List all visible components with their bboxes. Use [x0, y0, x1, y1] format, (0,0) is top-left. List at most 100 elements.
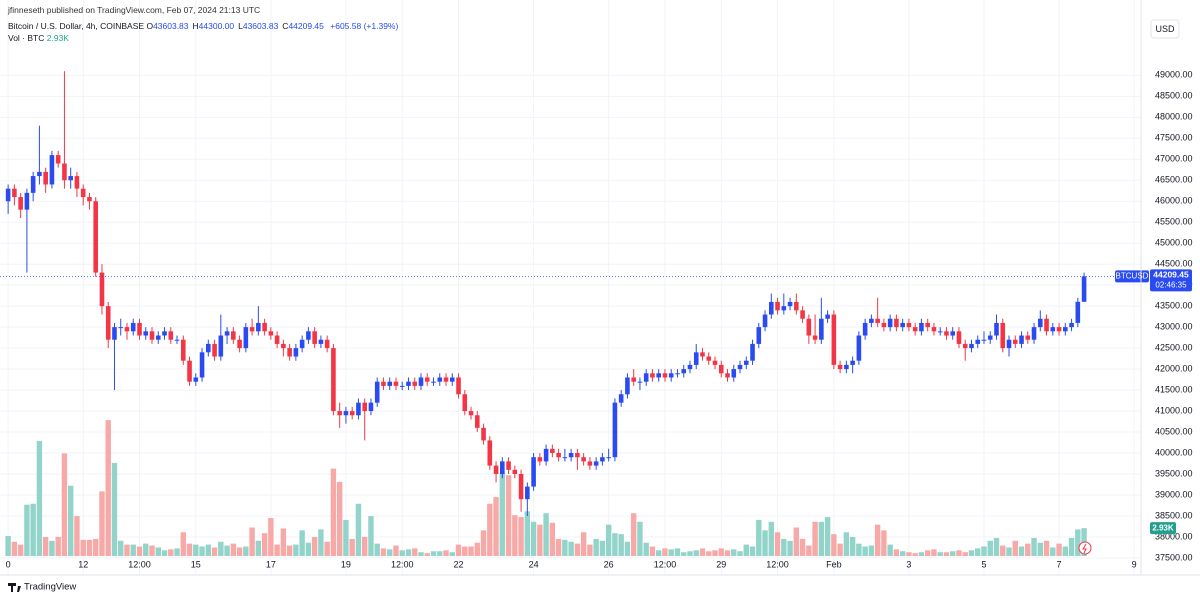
- x-tick-label: 19: [341, 559, 351, 569]
- volume-tag-bg: [1150, 522, 1176, 535]
- volume-bar: [368, 516, 374, 556]
- volume-bar: [5, 536, 11, 556]
- candle-body: [725, 373, 730, 378]
- candle-body: [862, 322, 868, 336]
- candle-body: [149, 331, 155, 340]
- candle-body: [1031, 327, 1037, 340]
- candle-body: [306, 331, 311, 340]
- volume-bar: [624, 541, 631, 556]
- volume-bar: [630, 513, 637, 556]
- volume-bar: [950, 551, 956, 556]
- candle-body: [800, 310, 805, 319]
- candle-body: [912, 327, 918, 332]
- candle-body: [49, 155, 55, 185]
- candle-body: [1044, 318, 1049, 332]
- candle-body: [600, 457, 605, 462]
- candle-body: [118, 327, 124, 329]
- candle-body: [756, 327, 762, 344]
- volume-bar: [93, 538, 99, 556]
- volume-bar: [67, 485, 74, 556]
- volume-bar: [605, 524, 612, 556]
- candle-body: [743, 360, 749, 365]
- volume-bar: [649, 546, 656, 556]
- x-tick-label: 29: [716, 559, 726, 569]
- volume-bar: [1000, 545, 1006, 556]
- volume-bar: [462, 546, 468, 556]
- candle-body: [443, 377, 449, 382]
- candle-body: [1012, 339, 1018, 344]
- volume-bar: [762, 530, 768, 556]
- volume-bar: [393, 545, 399, 556]
- volume-bar: [618, 534, 624, 556]
- volume-bar: [712, 550, 718, 556]
- candle-body: [656, 373, 662, 378]
- y-tick-label: 42500.00: [1155, 342, 1193, 352]
- candle-body: [737, 364, 743, 370]
- candle-body: [237, 339, 242, 349]
- volume-bar: [699, 548, 706, 556]
- volume-bar: [355, 503, 362, 556]
- candle-body: [875, 318, 880, 323]
- x-tick-label: 0: [6, 559, 11, 569]
- x-tick-label: Feb: [826, 559, 842, 569]
- alert-bolt: [1082, 543, 1087, 554]
- y-tick-label: 48500.00: [1155, 91, 1193, 101]
- candle-body: [1037, 318, 1043, 328]
- countdown: 02:46:35: [1155, 280, 1187, 289]
- volume-bar: [261, 533, 268, 556]
- volume-tag: 2.93K: [1152, 523, 1174, 532]
- volume-bar: [887, 544, 893, 556]
- alert-icon[interactable]: [1078, 541, 1092, 555]
- volume-bar: [530, 521, 537, 556]
- candle-body: [206, 343, 211, 353]
- volume-bar: [512, 515, 518, 556]
- volume-bar: [418, 552, 424, 556]
- y-tick-label: 39500.00: [1155, 468, 1193, 478]
- volume-bar: [593, 538, 599, 556]
- currency[interactable]: USD: [1155, 24, 1175, 34]
- candle-body: [18, 197, 23, 210]
- candle-body: [944, 331, 949, 336]
- candle-body: [987, 335, 993, 340]
- candle-body: [625, 377, 630, 395]
- candle-body: [437, 377, 443, 382]
- volume-bar: [218, 541, 224, 556]
- volume-bar: [437, 551, 443, 556]
- volume-bar: [405, 549, 412, 556]
- candle-body: [124, 327, 130, 332]
- volume-bar: [268, 518, 274, 556]
- candle-body: [643, 373, 649, 382]
- legend-key: C: [282, 21, 289, 31]
- candle-body: [1050, 327, 1056, 332]
- candle-body: [1019, 335, 1024, 344]
- volume-bar: [380, 548, 387, 556]
- candle-body: [887, 318, 893, 328]
- volume-bar: [480, 530, 487, 556]
- volume-bar: [968, 550, 975, 556]
- y-tick-label: 46000.00: [1155, 196, 1193, 206]
- x-tick-label: 7: [1057, 559, 1062, 569]
- candle-body: [925, 322, 930, 328]
- volume-bar: [186, 543, 193, 556]
- volume-bar: [299, 530, 305, 556]
- y-tick-label: 41500.00: [1155, 384, 1193, 394]
- volume-bar: [211, 547, 218, 556]
- candle-body: [962, 343, 968, 349]
- volume-bar: [143, 543, 149, 556]
- volume-bar: [537, 524, 543, 556]
- candle-body: [12, 188, 17, 198]
- price-tag-bg: [1150, 269, 1192, 292]
- volume-bar: [643, 542, 649, 556]
- volume-bar: [42, 537, 49, 556]
- volume-bar: [662, 548, 668, 556]
- currency-button[interactable]: [1150, 19, 1180, 39]
- candle-body: [812, 335, 818, 340]
- candle-body: [869, 318, 874, 323]
- candle-body: [781, 306, 787, 311]
- byline: jfinneseth published on TradingView.com,…: [8, 5, 261, 15]
- volume-bar: [793, 527, 800, 556]
- x-tick-label: 12: [78, 559, 88, 569]
- volume-bar: [349, 538, 355, 556]
- volume-bar: [899, 551, 906, 556]
- candle-body: [825, 314, 830, 319]
